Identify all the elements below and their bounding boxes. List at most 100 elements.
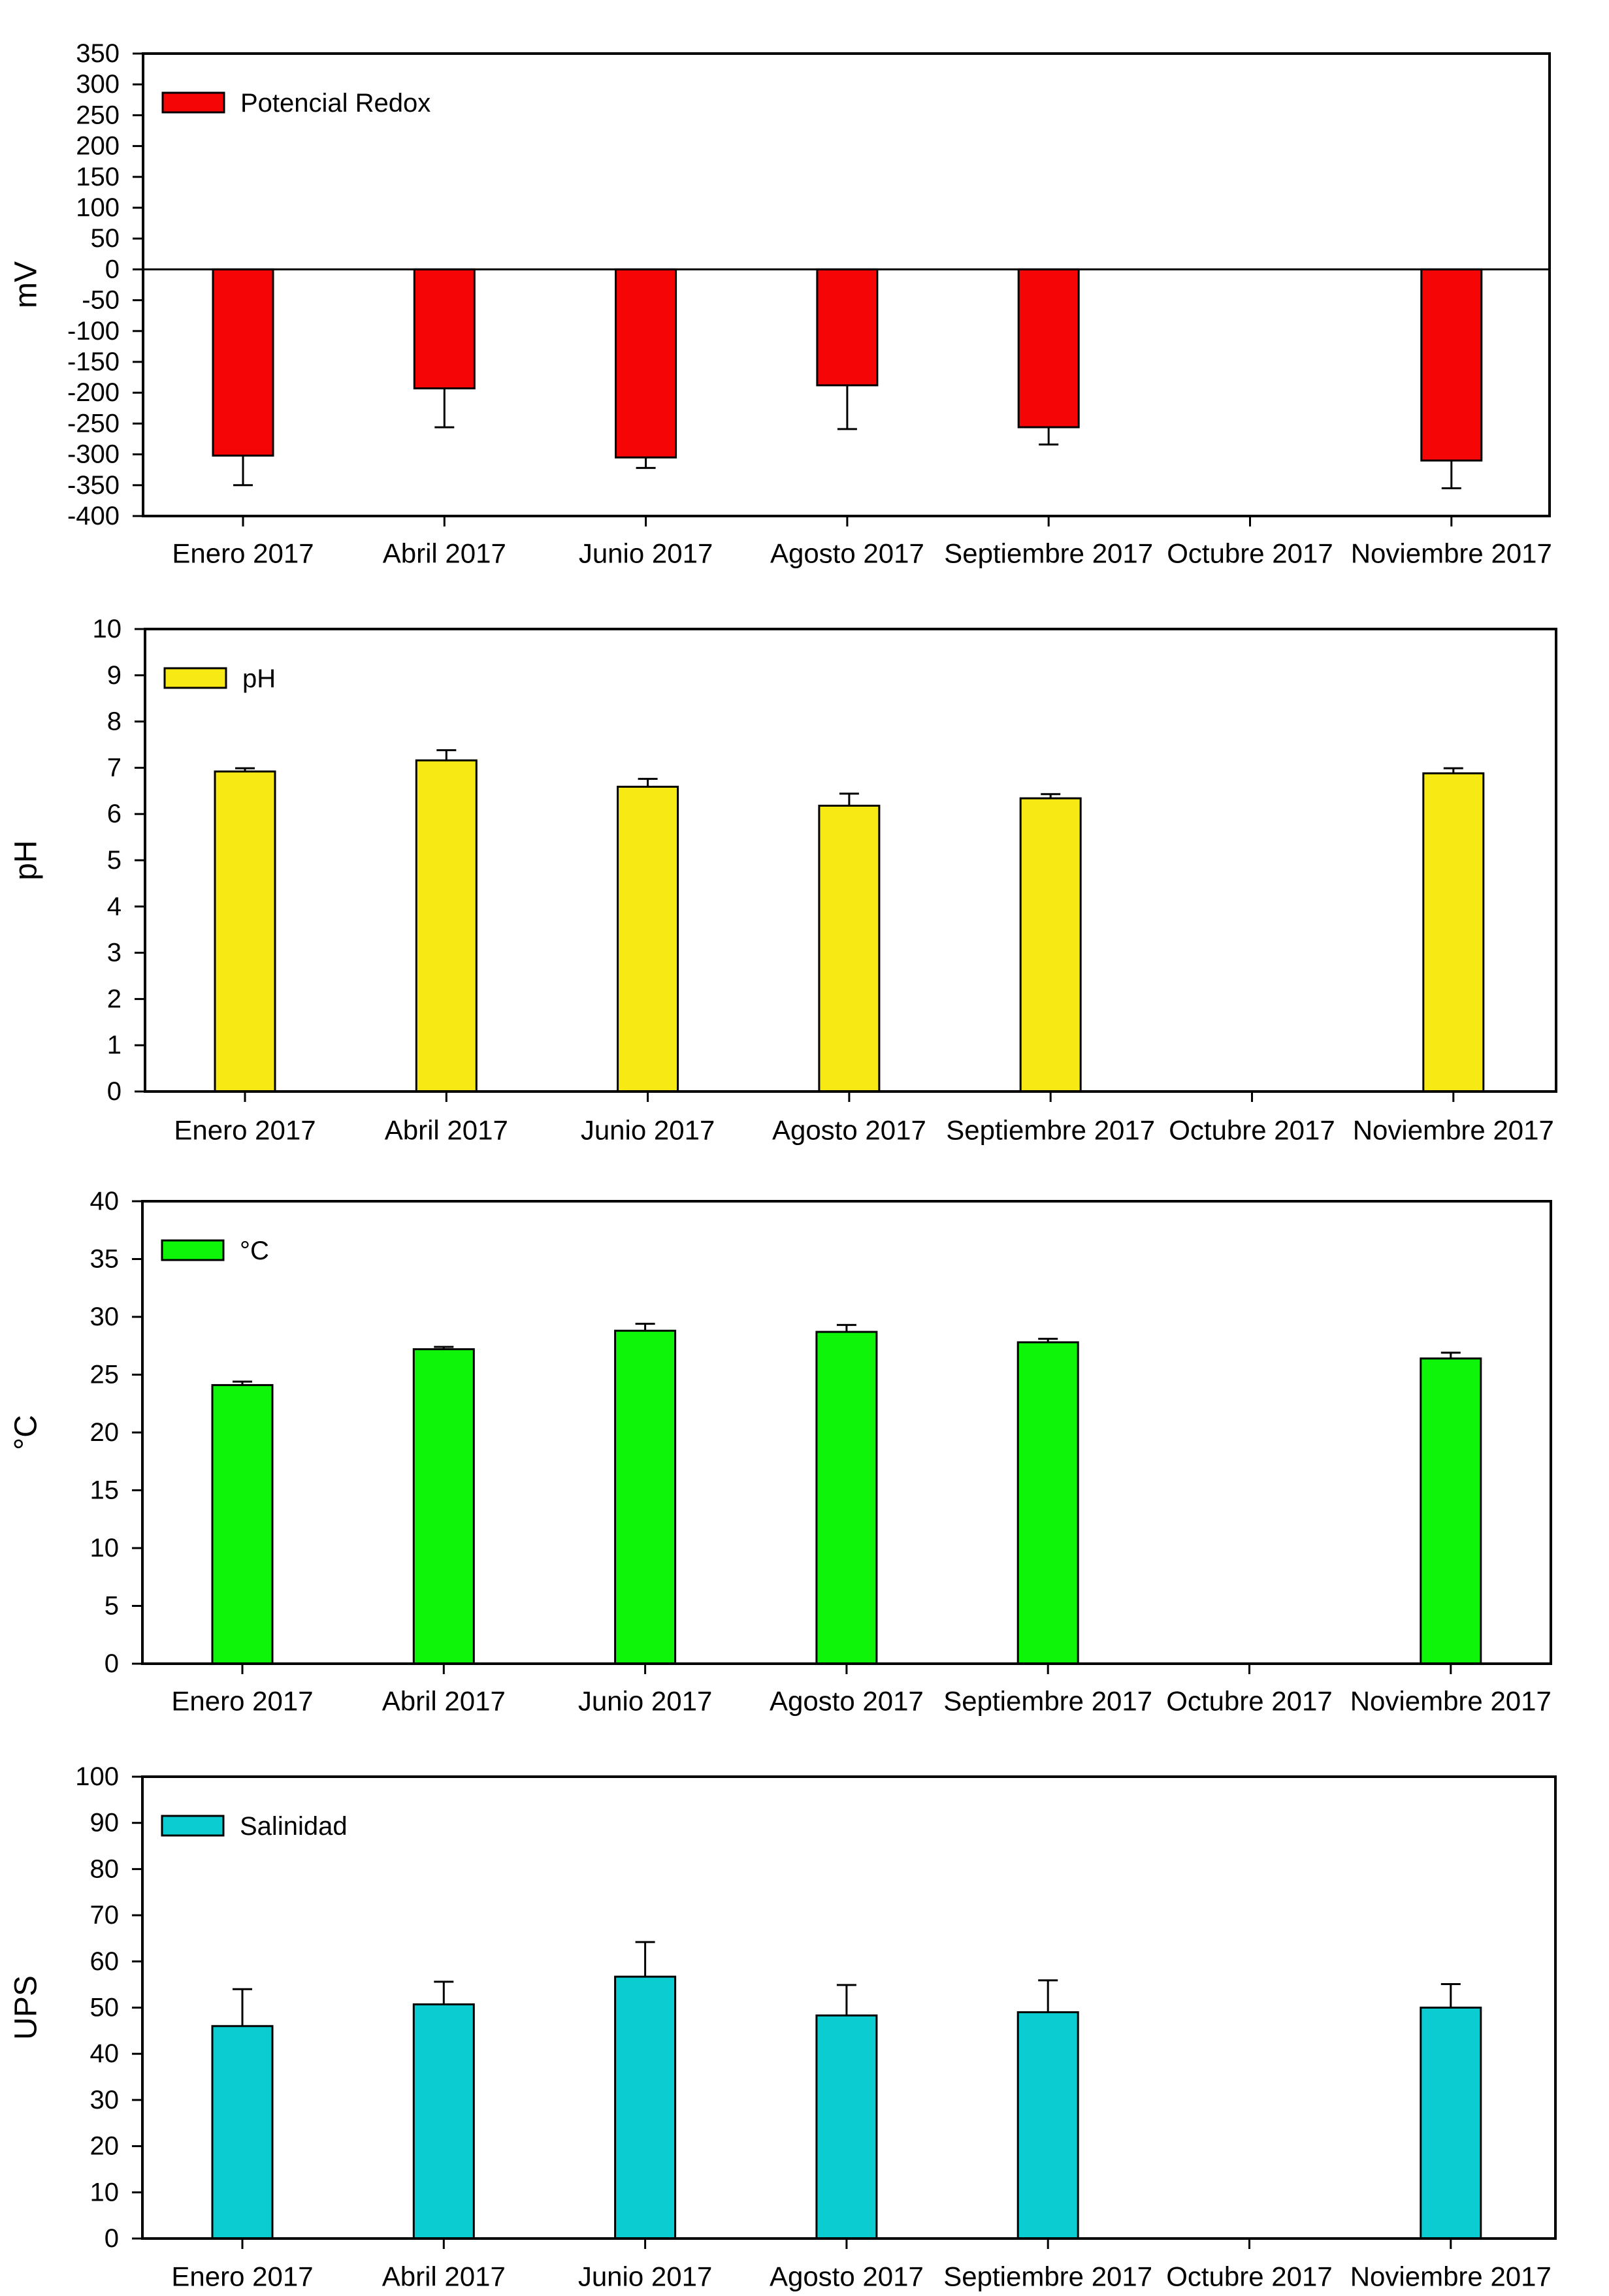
x-tick-label: Noviembre 2017 bbox=[1351, 538, 1552, 569]
plot-frame bbox=[142, 52, 1551, 517]
y-tick-label: -200 bbox=[67, 378, 120, 407]
y-tick-label: 20 bbox=[90, 2132, 120, 2161]
y-tick-label: 8 bbox=[107, 707, 122, 736]
bar bbox=[211, 1383, 274, 1665]
y-tick-label: 350 bbox=[76, 39, 120, 68]
y-tick-label: 0 bbox=[107, 1077, 122, 1106]
y-tick-label: 25 bbox=[90, 1361, 120, 1389]
y-tick-label: 0 bbox=[105, 255, 120, 283]
bar bbox=[1019, 797, 1082, 1093]
x-tick-label: Agosto 2017 bbox=[770, 538, 924, 569]
legend-label: °C bbox=[240, 1237, 269, 1265]
legend-label: Salinidad bbox=[240, 1812, 348, 1841]
legend-swatch bbox=[161, 1239, 225, 1261]
bar bbox=[1016, 1341, 1079, 1665]
y-tick-label: 40 bbox=[90, 2039, 120, 2068]
y-tick-label: 4 bbox=[107, 892, 122, 921]
y-tick-label: 200 bbox=[76, 132, 120, 161]
x-tick-label: Junio 2017 bbox=[578, 2261, 713, 2292]
legend-label: Potencial Redox bbox=[240, 89, 431, 118]
x-tick-label: Junio 2017 bbox=[579, 538, 713, 569]
x-tick-label: Octubre 2017 bbox=[1166, 2261, 1333, 2292]
y-tick-label: 60 bbox=[90, 1947, 120, 1976]
y-tick-label: 0 bbox=[105, 1649, 119, 1678]
y-tick-label: -150 bbox=[67, 348, 120, 376]
bar bbox=[413, 268, 476, 390]
y-tick-label: 150 bbox=[76, 163, 120, 191]
legend: Salinidad bbox=[161, 1812, 348, 1841]
bar bbox=[1420, 2007, 1482, 2240]
x-tick-label: Abril 2017 bbox=[383, 538, 506, 569]
legend: Potencial Redox bbox=[161, 89, 431, 118]
y-axis-title: mV bbox=[9, 261, 44, 308]
y-tick-label: -100 bbox=[67, 317, 120, 346]
bar bbox=[1422, 772, 1485, 1093]
y-tick-label: 2 bbox=[107, 984, 122, 1013]
y-tick-label: 5 bbox=[107, 846, 122, 875]
x-tick-label: Septiembre 2017 bbox=[943, 2261, 1152, 2292]
bar bbox=[212, 268, 274, 457]
x-tick-label: Noviembre 2017 bbox=[1350, 2261, 1552, 2292]
x-tick-label: Enero 2017 bbox=[174, 1115, 316, 1146]
legend-swatch bbox=[161, 1815, 225, 1837]
y-tick-label: 15 bbox=[90, 1476, 120, 1505]
bar bbox=[1016, 2011, 1079, 2240]
y-tick-label: -400 bbox=[67, 502, 120, 530]
y-tick-label: 250 bbox=[76, 101, 120, 129]
y-tick-label: 10 bbox=[93, 615, 122, 643]
y-tick-label: 1 bbox=[107, 1031, 122, 1059]
y-tick-label: -250 bbox=[67, 409, 120, 438]
y-tick-label: 100 bbox=[76, 193, 120, 222]
x-tick-label: Octubre 2017 bbox=[1167, 538, 1333, 569]
x-tick-label: Octubre 2017 bbox=[1169, 1115, 1335, 1146]
legend-label: pH bbox=[242, 664, 276, 693]
x-tick-label: Junio 2017 bbox=[581, 1115, 715, 1146]
y-tick-label: -300 bbox=[67, 440, 120, 469]
x-tick-label: Junio 2017 bbox=[578, 1686, 713, 1717]
y-axis-title: pH bbox=[9, 840, 44, 880]
bar bbox=[1420, 268, 1483, 462]
y-tick-label: 10 bbox=[90, 2178, 120, 2207]
y-tick-label: 10 bbox=[90, 1534, 120, 1562]
y-tick-label: 80 bbox=[90, 1854, 120, 1883]
y-tick-label: 30 bbox=[90, 2086, 120, 2114]
x-tick-label: Septiembre 2017 bbox=[944, 538, 1153, 569]
x-tick-label: Agosto 2017 bbox=[770, 2261, 924, 2292]
y-tick-label: 70 bbox=[90, 1901, 120, 1930]
legend: pH bbox=[163, 664, 276, 693]
x-tick-label: Enero 2017 bbox=[172, 538, 314, 569]
x-tick-label: Abril 2017 bbox=[385, 1115, 508, 1146]
y-tick-label: 5 bbox=[105, 1592, 119, 1621]
x-tick-label: Abril 2017 bbox=[382, 2261, 506, 2292]
y-tick-label: -350 bbox=[67, 471, 120, 500]
x-tick-label: Noviembre 2017 bbox=[1350, 1686, 1552, 1717]
y-axis-title: °C bbox=[9, 1415, 44, 1450]
chart-ph: Enero 2017 Abril 2017 Junio 2017 Agosto 201… bbox=[9, 615, 1557, 1146]
x-tick-label: Septiembre 2017 bbox=[946, 1115, 1155, 1146]
chart-temperature: Enero 2017 Abril 2017 Junio 2017 Agosto 201… bbox=[9, 1187, 1552, 1717]
y-tick-label: 0 bbox=[105, 2224, 119, 2253]
bar bbox=[412, 1348, 475, 1665]
bar bbox=[615, 268, 677, 459]
bar bbox=[1420, 1357, 1482, 1665]
bar bbox=[211, 2025, 274, 2240]
y-tick-label: 35 bbox=[90, 1245, 120, 1274]
bar bbox=[815, 2014, 878, 2240]
y-tick-label: 300 bbox=[76, 70, 120, 99]
bar bbox=[617, 785, 679, 1093]
bar bbox=[614, 1975, 677, 2240]
bar bbox=[1017, 268, 1080, 428]
bar bbox=[214, 770, 276, 1093]
y-tick-label: 7 bbox=[107, 753, 122, 782]
bar bbox=[412, 2003, 475, 2240]
y-tick-label: 9 bbox=[107, 661, 122, 690]
chart-redox: Enero 2017 Abril 2017 Junio 2017 Agosto 201… bbox=[9, 39, 1552, 569]
x-tick-label: Septiembre 2017 bbox=[943, 1686, 1152, 1717]
bar bbox=[818, 804, 881, 1093]
x-tick-label: Enero 2017 bbox=[171, 2261, 313, 2292]
y-tick-label: 100 bbox=[75, 1762, 119, 1791]
y-tick-label: -50 bbox=[82, 286, 120, 315]
y-tick-label: 30 bbox=[90, 1302, 120, 1331]
x-tick-label: Agosto 2017 bbox=[772, 1115, 926, 1146]
